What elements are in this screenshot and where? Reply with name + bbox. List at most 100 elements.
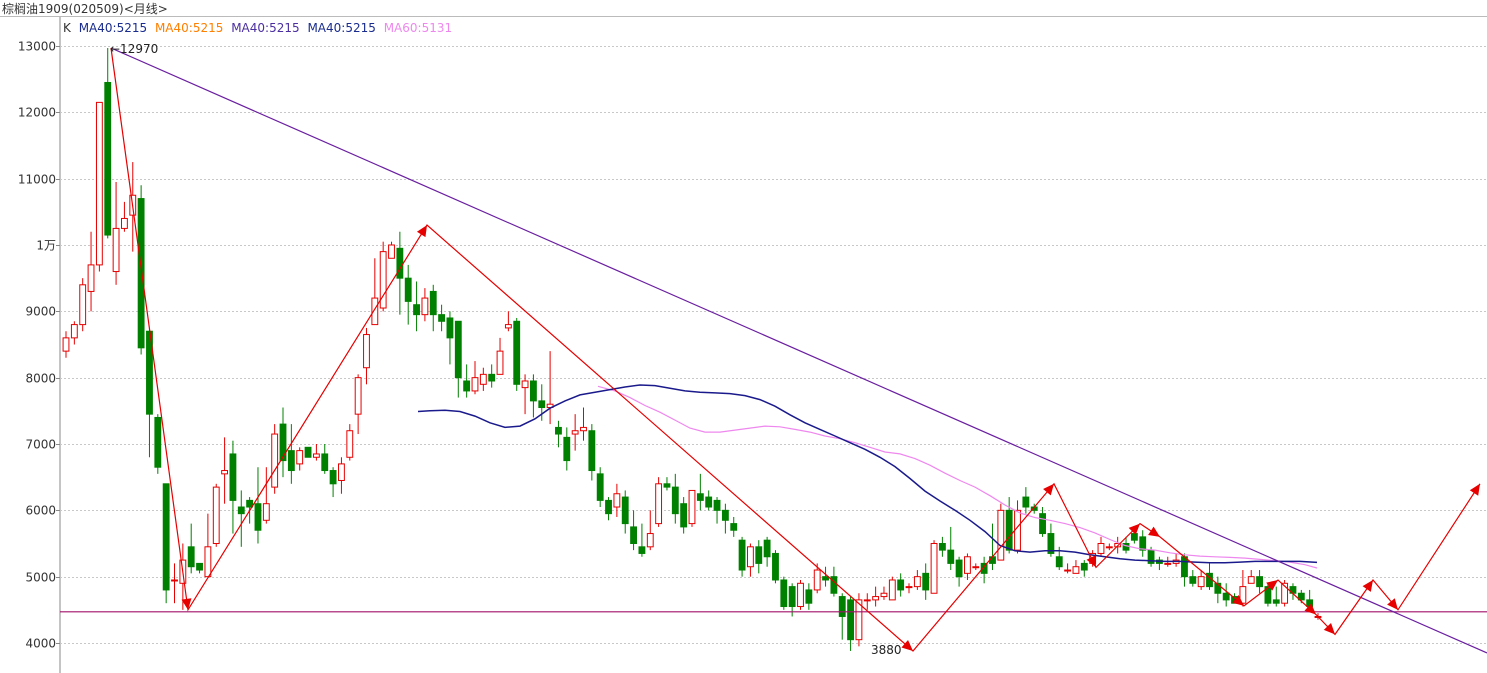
legend-item: MA40:5215: [78, 21, 148, 35]
candle-body: [1005, 509, 1013, 551]
candle-body: [229, 453, 237, 501]
indicator-legend: K MA40:5215 MA40:5215 MA40:5215 MA40:521…: [63, 21, 456, 35]
candle-body: [354, 377, 362, 415]
candle-body: [204, 546, 212, 578]
y-tick-label: 1万: [36, 239, 56, 253]
candle-body: [1139, 536, 1147, 551]
candle-body: [1264, 586, 1272, 604]
candle-body: [680, 503, 688, 528]
candle-body: [797, 582, 804, 608]
candle-body: [1130, 533, 1138, 541]
candle-body: [1064, 569, 1072, 572]
candle-body: [346, 430, 354, 458]
candle-body: [621, 496, 629, 525]
y-tick-label: 12000: [18, 106, 56, 120]
candle-body: [221, 470, 229, 475]
candle-body: [930, 543, 938, 594]
high-price-label: ←12970: [110, 42, 158, 56]
candle-body: [738, 539, 746, 571]
y-tick-label: 9000: [25, 305, 56, 319]
candle-body: [1247, 576, 1255, 584]
candle-body: [1072, 566, 1080, 574]
candle-body: [254, 503, 262, 531]
candle-body: [897, 579, 905, 591]
candle-body: [237, 506, 245, 515]
candle-body: [463, 380, 471, 392]
candle-body: [863, 599, 871, 602]
candle-body: [488, 373, 496, 382]
candle-body: [663, 483, 671, 488]
candle-body: [671, 486, 679, 515]
candle-body: [1097, 543, 1105, 554]
wave-arrowhead: [1362, 579, 1373, 592]
candle-body: [588, 430, 596, 472]
candle-body: [379, 251, 387, 309]
candle-body: [212, 486, 220, 545]
candle-body: [805, 589, 813, 604]
wave-arrowhead: [1148, 526, 1160, 537]
candle-body: [955, 559, 963, 578]
candle-body: [429, 290, 437, 316]
candle-body: [563, 436, 571, 462]
candle-body: [655, 483, 663, 525]
candle-body: [1297, 592, 1305, 601]
wave-arrowhead: [181, 598, 192, 610]
wave-arrowhead: [1387, 598, 1398, 610]
candle-body: [947, 549, 955, 564]
candle-body: [521, 380, 529, 389]
candle-body: [1022, 496, 1030, 508]
wave-arrowhead: [901, 639, 913, 651]
y-tick-label: 11000: [18, 173, 56, 187]
candle-body: [605, 499, 612, 515]
candle-body: [404, 277, 412, 302]
wave-arrowhead: [1086, 555, 1096, 568]
wave-arrowhead: [1304, 603, 1316, 615]
candle-body: [1080, 562, 1088, 571]
candle-body: [371, 297, 379, 326]
candle-body: [705, 496, 713, 508]
y-tick-label: 7000: [25, 438, 56, 452]
candle-body: [413, 304, 420, 316]
candle-body: [271, 433, 279, 488]
legend-item: MA40:5215: [307, 21, 376, 35]
wave-arrowhead: [1128, 523, 1140, 535]
candle-body: [496, 350, 504, 375]
candle-body: [438, 314, 446, 322]
candle-body: [279, 423, 287, 462]
candle-body: [479, 373, 487, 385]
candle-body: [780, 579, 788, 608]
candle-body: [1272, 599, 1280, 604]
candle-body: [529, 380, 537, 402]
candle-body: [446, 317, 454, 339]
candle-body: [421, 297, 429, 316]
candle-body: [772, 552, 779, 581]
candle-body: [196, 562, 203, 571]
candle-body: [1222, 592, 1230, 601]
candle-body: [79, 284, 87, 326]
wave-arrowhead: [1232, 595, 1244, 606]
candle-body: [713, 499, 721, 511]
candle-body: [813, 569, 821, 591]
candle-body: [922, 572, 930, 591]
candle-body: [747, 546, 754, 568]
candle-body: [696, 493, 704, 501]
candle-body: [1214, 582, 1222, 594]
candle-body: [913, 576, 921, 588]
candle-body: [162, 483, 170, 591]
candle-body: [580, 426, 587, 432]
wave-line: [110, 47, 1481, 652]
candle-body: [121, 217, 128, 229]
candle-body: [246, 499, 254, 508]
ma40-line: [417, 384, 1318, 564]
candle-body: [104, 81, 112, 236]
candle-body: [1281, 582, 1289, 604]
candle-body: [855, 599, 863, 641]
candle-body: [1047, 533, 1055, 554]
candle-body: [504, 324, 512, 329]
candle-body: [338, 463, 345, 481]
candle-body: [1197, 576, 1205, 588]
wave-arrowhead: [1469, 483, 1480, 496]
trend-line: [110, 47, 1487, 654]
candle-body: [638, 546, 646, 554]
